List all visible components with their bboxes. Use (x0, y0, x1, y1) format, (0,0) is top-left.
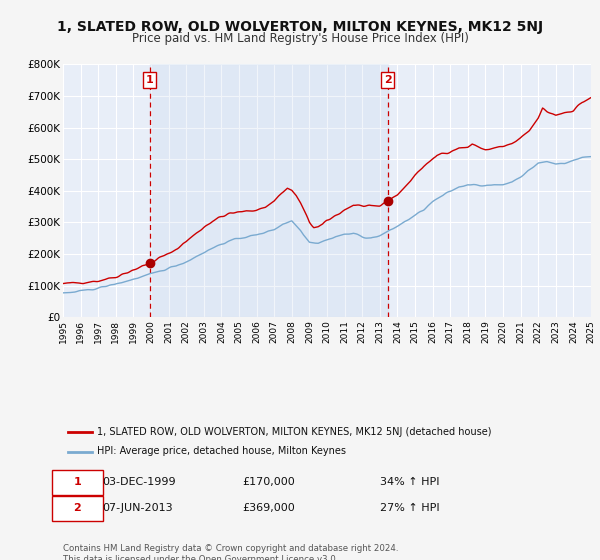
Text: HPI: Average price, detached house, Milton Keynes: HPI: Average price, detached house, Milt… (97, 446, 346, 456)
Text: 07-JUN-2013: 07-JUN-2013 (103, 503, 173, 513)
Text: 1: 1 (146, 75, 154, 85)
Text: £369,000: £369,000 (242, 503, 295, 513)
Text: 27% ↑ HPI: 27% ↑ HPI (380, 503, 439, 513)
Text: 1: 1 (73, 477, 81, 487)
Text: 2: 2 (383, 75, 391, 85)
Text: Contains HM Land Registry data © Crown copyright and database right 2024.
This d: Contains HM Land Registry data © Crown c… (63, 544, 398, 560)
Text: 2: 2 (73, 503, 81, 513)
Text: 34% ↑ HPI: 34% ↑ HPI (380, 477, 439, 487)
Bar (149, 64, 388, 317)
FancyBboxPatch shape (52, 496, 103, 521)
Text: £170,000: £170,000 (242, 477, 295, 487)
Text: 1, SLATED ROW, OLD WOLVERTON, MILTON KEYNES, MK12 5NJ: 1, SLATED ROW, OLD WOLVERTON, MILTON KEY… (57, 20, 543, 34)
Text: 03-DEC-1999: 03-DEC-1999 (103, 477, 176, 487)
Text: 1, SLATED ROW, OLD WOLVERTON, MILTON KEYNES, MK12 5NJ (detached house): 1, SLATED ROW, OLD WOLVERTON, MILTON KEY… (97, 427, 492, 437)
Text: Price paid vs. HM Land Registry's House Price Index (HPI): Price paid vs. HM Land Registry's House … (131, 32, 469, 45)
FancyBboxPatch shape (52, 469, 103, 495)
